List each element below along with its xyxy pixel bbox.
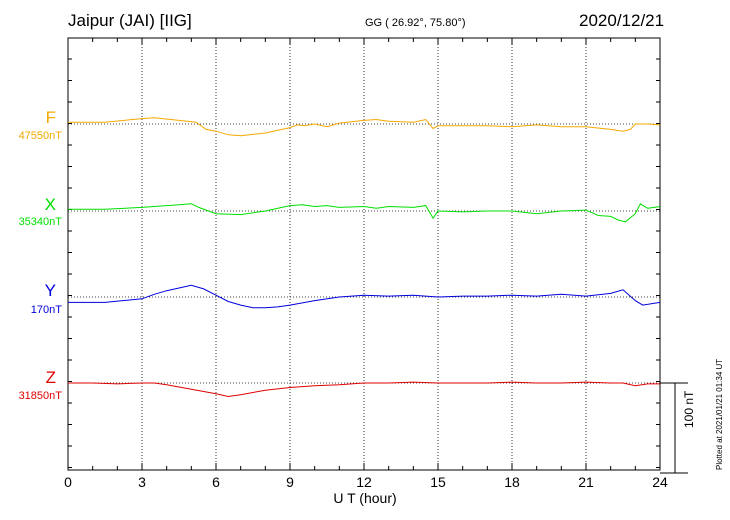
series-line-F (68, 117, 661, 137)
station-title: Jaipur (JAI) [IIG] (68, 11, 192, 30)
x-tick-label: 24 (652, 474, 668, 490)
x-tick-label: 0 (64, 474, 72, 490)
x-tick-label: 21 (578, 474, 594, 490)
component-letter-Z: Z (45, 368, 56, 387)
x-tick-label: 15 (430, 474, 446, 490)
scale-bar-label: 100 nT (682, 390, 696, 428)
component-baseline-F: 47550nT (18, 130, 62, 142)
series-line-Y (68, 284, 661, 309)
series-line-Z (68, 381, 660, 398)
component-baseline-Y: 170nT (30, 304, 62, 316)
station-coordinates: GG ( 26.92°, 75.80°) (365, 17, 466, 29)
plotted-timestamp: Plotted at 2021/01/21 01:34 UT (715, 358, 724, 470)
component-letter-F: F (45, 108, 56, 127)
component-letter-X: X (44, 195, 56, 214)
component-baseline-X: 35340nT (18, 216, 62, 228)
component-letter-Y: Y (44, 281, 56, 300)
x-tick-label: 9 (286, 474, 294, 490)
x-tick-label: 3 (138, 474, 146, 490)
x-axis-label: U T (hour) (333, 490, 397, 506)
component-baseline-Z: 31850nT (18, 390, 62, 402)
x-tick-label: 6 (212, 474, 220, 490)
x-tick-label: 12 (356, 474, 372, 490)
x-tick-label: 18 (504, 474, 520, 490)
plot-date: 2020/12/21 (579, 11, 665, 30)
series-line-X (68, 203, 661, 223)
